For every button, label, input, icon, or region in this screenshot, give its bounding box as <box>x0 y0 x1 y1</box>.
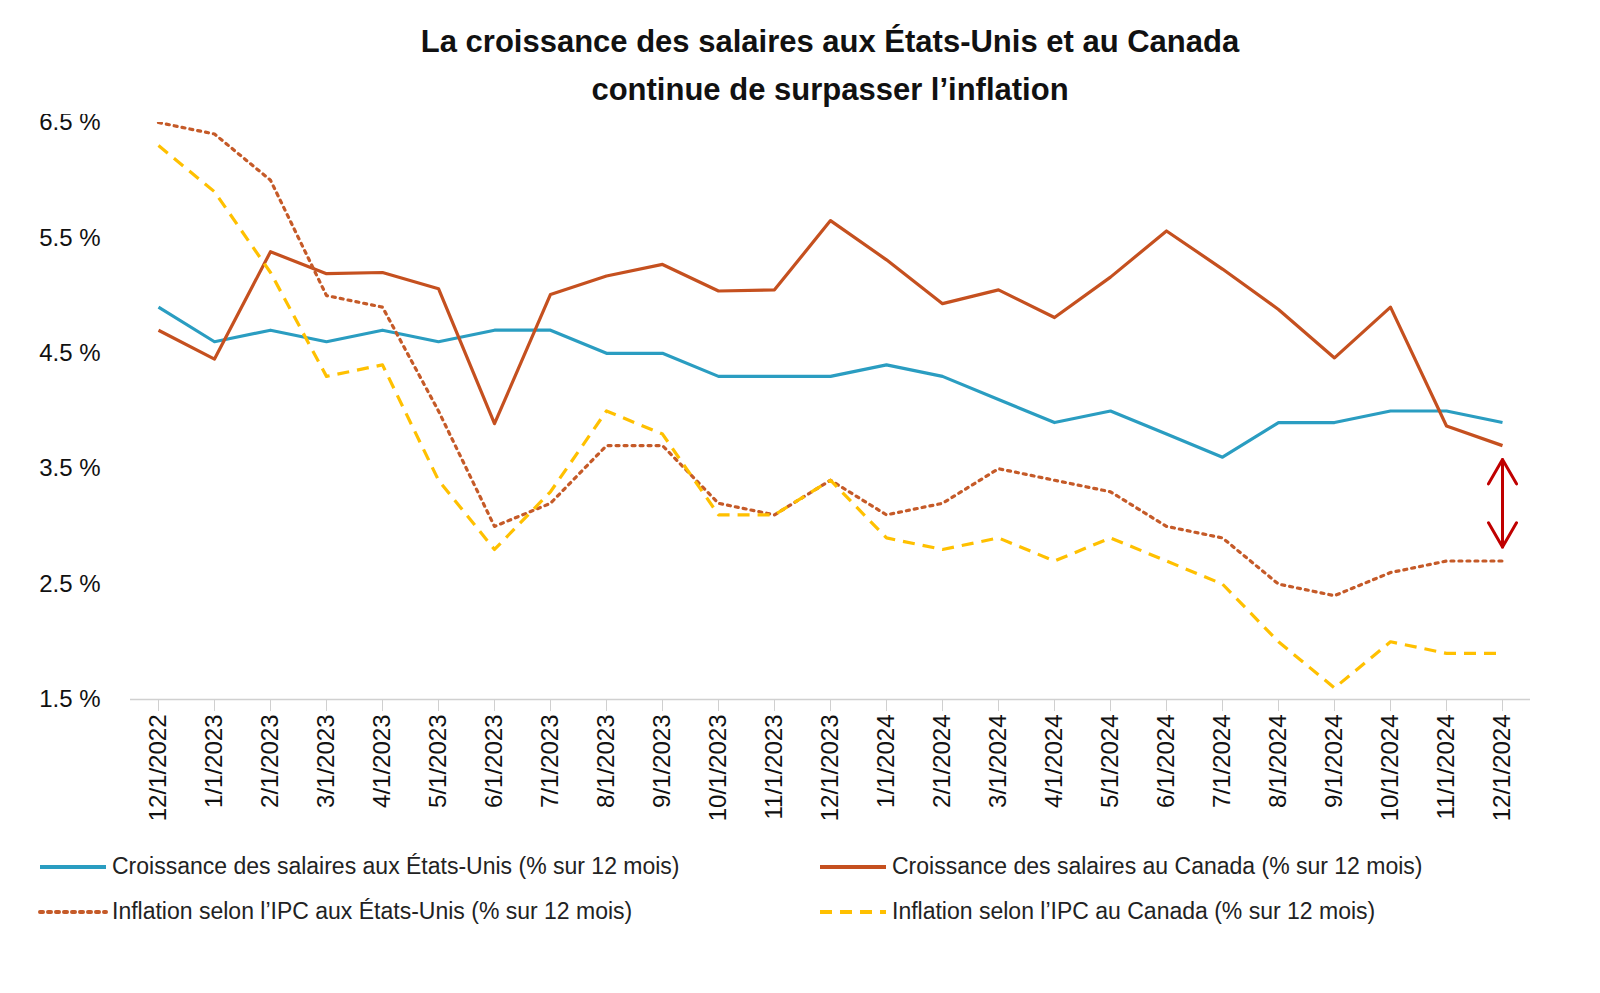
html-text:Inflation selon l’IPC aux État: Inflation selon l’IPC aux États-Unis (% … <box>112 898 633 924</box>
svg-text:8/1/2024: 8/1/2024 <box>1264 715 1291 808</box>
svg-text:12/1/2024: 12/1/2024 <box>1488 715 1515 822</box>
svg-text:3.5 %: 3.5 % <box>39 454 100 481</box>
html-text:Croissance des salaires aux Ét: Croissance des salaires aux États-Unis (… <box>112 853 680 879</box>
svg-text:2/1/2023: 2/1/2023 <box>256 715 283 808</box>
svg-text:6/1/2024: 6/1/2024 <box>1152 715 1179 808</box>
svg-text:12/1/2023: 12/1/2023 <box>816 715 843 822</box>
svg-text:3/1/2023: 3/1/2023 <box>312 715 339 808</box>
svg-text:9/1/2024: 9/1/2024 <box>1320 715 1347 808</box>
svg-text:3/1/2024: 3/1/2024 <box>984 715 1011 808</box>
svg-text:6.5 %: 6.5 % <box>39 114 100 135</box>
svg-text:2.5 %: 2.5 % <box>39 570 100 597</box>
svg-text:10/1/2024: 10/1/2024 <box>1376 715 1403 822</box>
svg-text:8/1/2023: 8/1/2023 <box>592 715 619 808</box>
svg-text:4/1/2023: 4/1/2023 <box>368 715 395 808</box>
svg-text:6/1/2023: 6/1/2023 <box>480 715 507 808</box>
svg-text:12/1/2022: 12/1/2022 <box>144 715 171 822</box>
svg-text:10/1/2023: 10/1/2023 <box>704 715 731 822</box>
svg-text:11/1/2023: 11/1/2023 <box>760 715 787 820</box>
svg-text:9/1/2023: 9/1/2023 <box>648 715 675 808</box>
svg-text:1/1/2023: 1/1/2023 <box>200 715 227 808</box>
svg-text:1.5 %: 1.5 % <box>39 685 100 712</box>
svg-text:7/1/2023: 7/1/2023 <box>536 715 563 808</box>
html-text:Croissance des salaires au Can: Croissance des salaires au Canada (% sur… <box>892 853 1423 879</box>
svg-text:4.5 %: 4.5 % <box>39 339 100 366</box>
svg-text:5/1/2023: 5/1/2023 <box>424 715 451 808</box>
svg-text:1/1/2024: 1/1/2024 <box>872 715 899 808</box>
svg-text:2/1/2024: 2/1/2024 <box>928 715 955 808</box>
svg-text:11/1/2024: 11/1/2024 <box>1432 715 1459 820</box>
svg-text:5.5 %: 5.5 % <box>39 224 100 251</box>
svg-text:5/1/2024: 5/1/2024 <box>1096 715 1123 808</box>
svg-text:4/1/2024: 4/1/2024 <box>1040 715 1067 808</box>
svg-text:7/1/2024: 7/1/2024 <box>1208 715 1235 808</box>
html-text:La croissance des salaires aux: La croissance des salaires aux États-Uni… <box>420 24 1240 107</box>
html-text:Inflation selon l’IPC au Canad: Inflation selon l’IPC au Canada (% sur 1… <box>892 898 1376 924</box>
